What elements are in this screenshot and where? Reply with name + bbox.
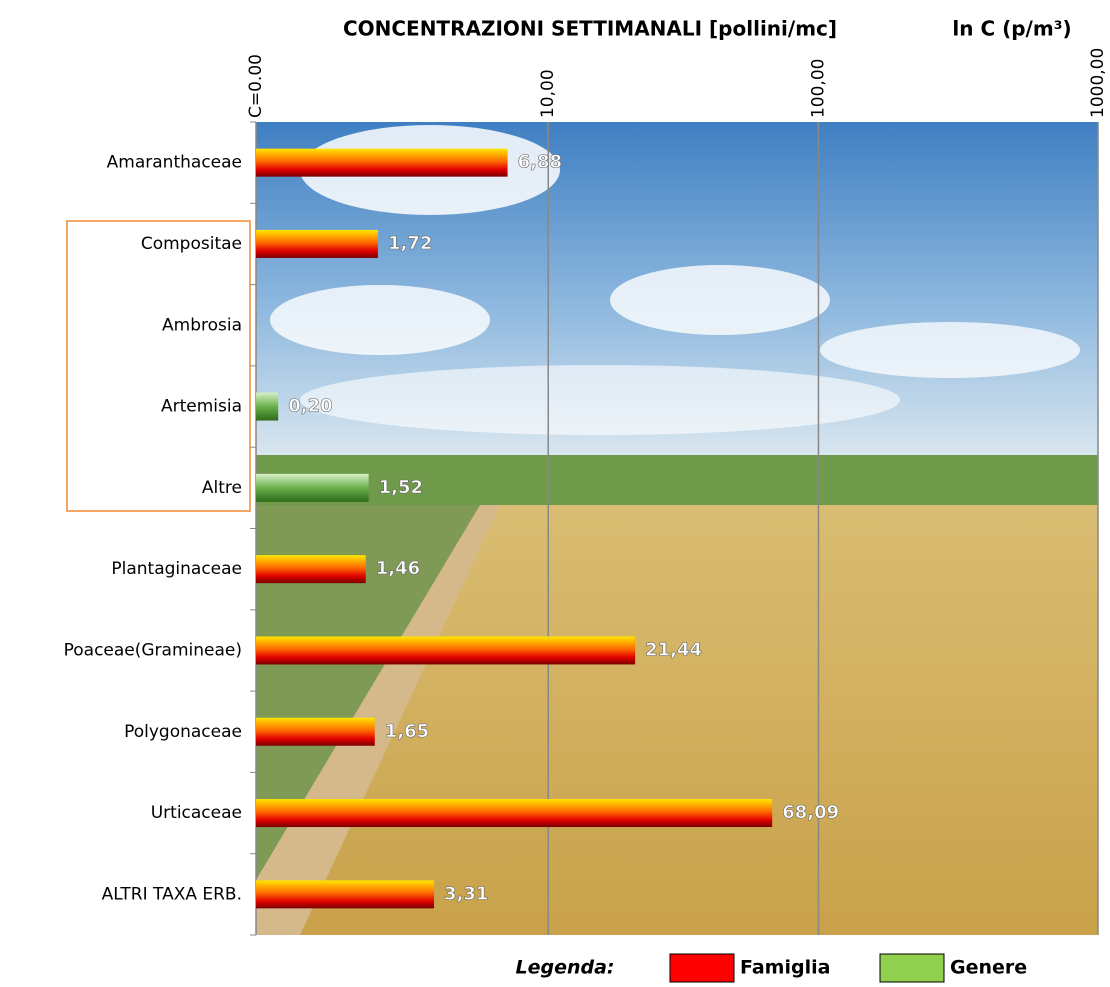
x-tick-label: 1000,00: [1088, 48, 1108, 118]
bar: [256, 148, 508, 177]
bar: [256, 636, 636, 665]
bar: [256, 880, 435, 909]
legend-label: Famiglia: [740, 957, 830, 979]
y-tick-label: ALTRI TAXA ERB.: [102, 884, 242, 904]
y-tick-label: Urticaceae: [151, 803, 242, 823]
legend-title: Legenda:: [515, 957, 614, 979]
data-label: 1,72: [388, 233, 432, 254]
bar: [256, 555, 366, 584]
bar: [256, 392, 279, 421]
y-tick-label: Altre: [202, 478, 242, 498]
data-label: 6,88: [518, 152, 562, 173]
data-label: 3,31: [444, 883, 488, 904]
bar: [256, 717, 375, 746]
y-tick-label: Compositae: [141, 234, 242, 254]
y-tick-label: Ambrosia: [162, 315, 242, 335]
group-box: [66, 220, 251, 512]
bar: [256, 799, 773, 828]
legend-swatch: [669, 953, 735, 983]
background-photo: [256, 122, 1098, 935]
data-label: 1,46: [376, 558, 420, 579]
chart-title: CONCENTRAZIONI SETTIMANALI [pollini/mc]: [343, 17, 837, 41]
data-label: 21,44: [645, 639, 702, 660]
x-tick-label: C=0.00: [246, 54, 266, 118]
x-tick-label: 100,00: [808, 59, 828, 118]
data-label: 68,09: [782, 802, 839, 823]
data-label: 1,52: [379, 477, 423, 498]
y-tick-label: Artemisia: [161, 397, 242, 417]
y-tick-label: Amaranthaceae: [107, 153, 242, 173]
bar: [256, 473, 369, 502]
data-label: 0,20: [288, 396, 332, 417]
axis-label: ln C (p/m³): [952, 17, 1071, 41]
legend-swatch: [879, 953, 945, 983]
x-tick-label: 10,00: [538, 69, 558, 118]
legend-label: Genere: [950, 957, 1027, 979]
y-tick-label: Poaceae(Gramineae): [64, 640, 242, 660]
bar: [256, 229, 378, 258]
y-tick-label: Plantaginaceae: [111, 559, 242, 579]
data-label: 1,65: [385, 721, 429, 742]
y-tick-label: Polygonaceae: [124, 722, 242, 742]
